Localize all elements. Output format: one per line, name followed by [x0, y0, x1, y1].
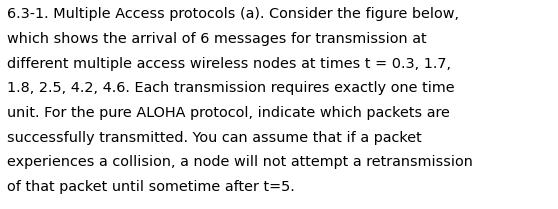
Text: 1.8, 2.5, 4.2, 4.6. Each transmission requires exactly one time: 1.8, 2.5, 4.2, 4.6. Each transmission re…	[7, 81, 455, 95]
Text: which shows the arrival of 6 messages for transmission at: which shows the arrival of 6 messages fo…	[7, 32, 427, 46]
Text: 6.3-1. Multiple Access protocols (a). Consider the figure below,: 6.3-1. Multiple Access protocols (a). Co…	[7, 7, 459, 21]
Text: unit. For the pure ALOHA protocol, indicate which packets are: unit. For the pure ALOHA protocol, indic…	[7, 106, 450, 120]
Text: experiences a collision, a node will not attempt a retransmission: experiences a collision, a node will not…	[7, 155, 473, 169]
Text: different multiple access wireless nodes at times t = 0.3, 1.7,: different multiple access wireless nodes…	[7, 57, 451, 71]
Text: successfully transmitted. You can assume that if a packet: successfully transmitted. You can assume…	[7, 131, 422, 145]
Text: of that packet until sometime after t=5.: of that packet until sometime after t=5.	[7, 180, 295, 194]
